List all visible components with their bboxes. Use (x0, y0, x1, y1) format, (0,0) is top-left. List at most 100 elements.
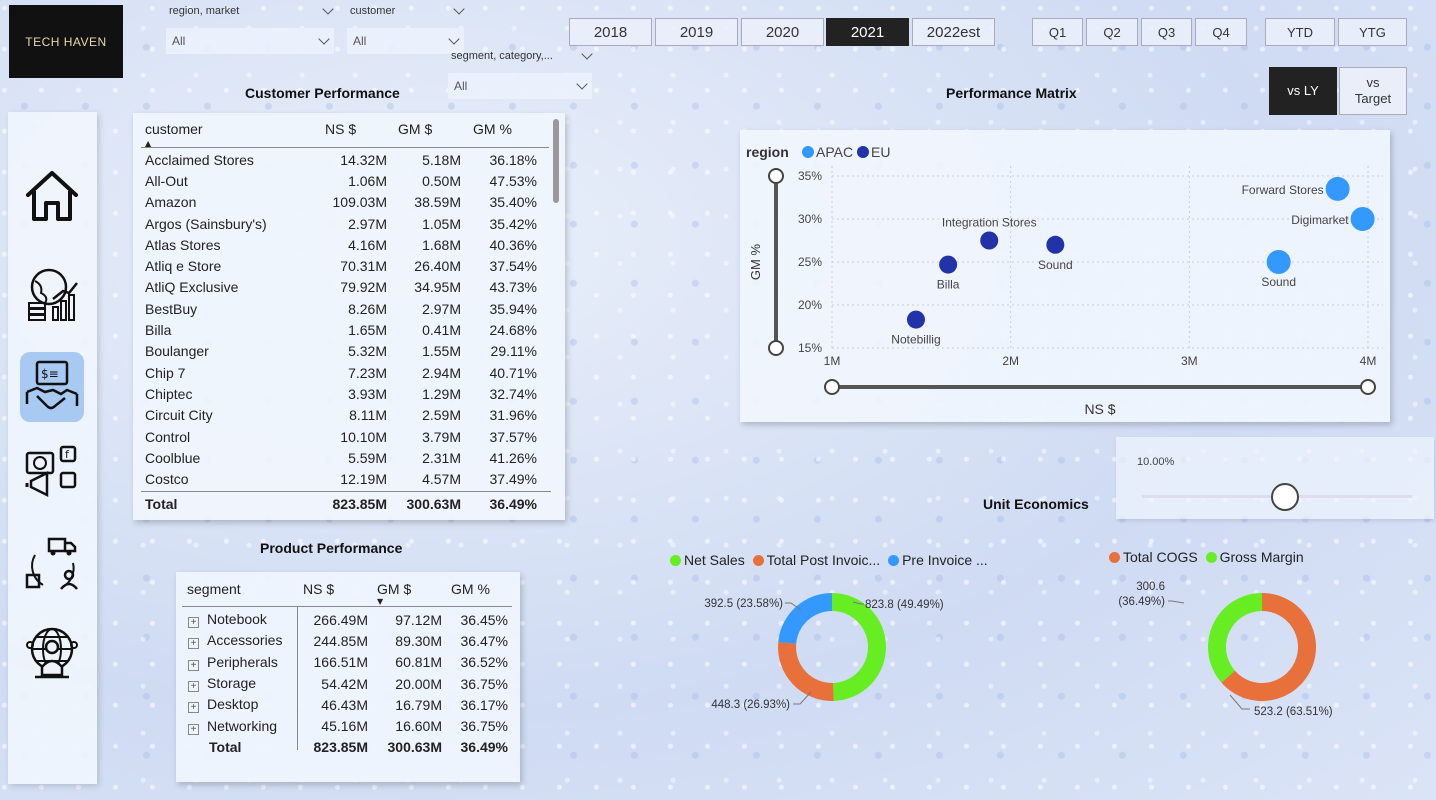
gm-pct-value: 24.68% (489, 322, 537, 339)
customer-handshake-icon[interactable]: $≡ (20, 352, 84, 422)
legend-gross-margin[interactable]: Gross Margin (1219, 549, 1304, 565)
table-row[interactable]: Circuit City 8.11M 2.59M 31.96% (141, 405, 541, 426)
col-header-ns[interactable]: NS $ (325, 121, 357, 137)
legend-total-cogs[interactable]: Total COGS (1123, 549, 1198, 565)
col-header-ns[interactable]: NS $ (303, 581, 335, 597)
table-scrollbar[interactable] (553, 119, 559, 203)
table-row[interactable]: AtliQ Exclusive 79.92M 34.95M 43.73% (141, 277, 541, 298)
region-market-slicer-header[interactable]: region, market (169, 3, 334, 17)
table-row[interactable]: + Networking 45.16M 16.60M 36.75% (182, 715, 512, 736)
donut-slice[interactable] (778, 642, 834, 701)
supply-chain-truck-icon[interactable] (20, 532, 84, 596)
year-2019-button[interactable]: 2019 (655, 18, 738, 46)
expand-icon[interactable]: + (188, 702, 199, 714)
x-range-handle-right[interactable] (1360, 379, 1376, 395)
scatter-point[interactable] (906, 310, 925, 329)
y-range-handle-top[interactable] (768, 168, 784, 184)
scatter-point[interactable] (1350, 207, 1375, 231)
expand-icon[interactable]: + (188, 659, 199, 671)
gm-pct-value: 36.49% (460, 739, 508, 756)
segment-label: Accessories (207, 632, 283, 649)
segment-name: + Storage (182, 673, 298, 694)
quarter-q1-button[interactable]: Q1 (1032, 18, 1083, 46)
year-2022est-button[interactable]: 2022est (912, 18, 995, 46)
table-row[interactable]: Argos (Sainsbury's) 2.97M 1.05M 35.42% (141, 213, 541, 234)
table-row[interactable]: Billa 1.65M 0.41M 24.68% (141, 319, 541, 340)
x-range-handle-left[interactable] (824, 379, 840, 395)
legend-label[interactable]: APAC (816, 144, 853, 160)
vs-target-button[interactable]: vs Target (1339, 67, 1407, 115)
expand-icon[interactable]: + (188, 723, 199, 735)
table-row[interactable]: Control 10.10M 3.79M 37.57% (141, 426, 541, 447)
scatter-point[interactable] (980, 231, 999, 250)
table-row[interactable]: + Peripherals 166.51M 60.81M 36.52% (182, 652, 512, 673)
scatter-point[interactable] (1325, 176, 1350, 201)
donut-slice[interactable] (1208, 593, 1262, 683)
product-total-row[interactable]: Total 823.85M 300.63M 36.49% (182, 737, 512, 758)
legend-net-sales[interactable]: Net Sales (684, 552, 745, 568)
col-header-segment[interactable]: segment (187, 581, 241, 597)
donut-slice[interactable] (1221, 593, 1316, 701)
vs-ly-button[interactable]: vs LY (1269, 67, 1337, 115)
table-row[interactable]: + Notebook 266.49M 97.12M 36.45% (182, 609, 512, 630)
year-2018-button[interactable]: 2018 (569, 18, 652, 46)
year-2021-button[interactable]: 2021 (826, 18, 909, 46)
table-row[interactable]: Acclaimed Stores 14.32M 5.18M 36.18% (141, 149, 541, 170)
slider-handle[interactable] (1271, 483, 1299, 511)
scatter-point[interactable] (939, 255, 958, 274)
table-row[interactable]: + Storage 54.42M 20.00M 36.75% (182, 673, 512, 694)
table-row[interactable]: All-Out 1.06M 0.50M 47.53% (141, 170, 541, 191)
table-row[interactable]: Atliq e Store 70.31M 26.40M 37.54% (141, 255, 541, 276)
executive-globe-icon[interactable] (20, 620, 84, 684)
col-header-gm[interactable]: GM $ (398, 121, 433, 137)
table-row[interactable]: Coolblue 5.59M 2.31M 41.26% (141, 447, 541, 468)
customer-dropdown[interactable]: All (347, 28, 464, 54)
segment-dropdown[interactable]: All (448, 73, 592, 99)
segment-slicer-header[interactable]: segment, category,... (451, 48, 593, 62)
chevron-down-icon[interactable] (581, 48, 593, 60)
chevron-down-icon[interactable] (453, 3, 465, 15)
leader-line (793, 691, 812, 705)
table-row[interactable]: Amazon 109.03M 38.59M 35.40% (141, 192, 541, 213)
region-market-dropdown[interactable]: All (166, 28, 334, 54)
expand-icon[interactable]: + (188, 638, 199, 650)
gm-value: 20.00M (395, 675, 442, 692)
ns-value: 4.16M (348, 236, 387, 253)
table-row[interactable]: + Desktop 46.43M 16.79M 36.17% (182, 694, 512, 715)
year-2020-button[interactable]: 2020 (741, 18, 824, 46)
table-row[interactable]: BestBuy 8.26M 2.97M 35.94% (141, 298, 541, 319)
gm-pct-value: 40.36% (489, 236, 537, 253)
chevron-down-icon[interactable] (322, 3, 334, 15)
col-header-gm-pct[interactable]: GM % (473, 121, 512, 137)
legend-pre-invoice[interactable]: Pre Invoice ... (902, 552, 988, 568)
donut-slice[interactable] (778, 593, 832, 644)
y-range-handle-bottom[interactable] (768, 340, 784, 356)
legend-post-invoice[interactable]: Total Post Invoic... (766, 552, 881, 568)
legend-label[interactable]: EU (871, 144, 890, 160)
table-row[interactable]: Chip 7 7.23M 2.94M 40.71% (141, 362, 541, 383)
ytd-button[interactable]: YTD (1265, 18, 1335, 46)
customer-name: All-Out (145, 172, 188, 189)
customer-slicer-header[interactable]: customer (350, 3, 465, 17)
table-row[interactable]: + Accessories 244.85M 89.30M 36.47% (182, 630, 512, 651)
donut-slice[interactable] (832, 593, 887, 701)
expand-icon[interactable]: + (188, 681, 199, 693)
col-header-gm-pct[interactable]: GM % (451, 581, 490, 597)
scatter-point[interactable] (1266, 250, 1291, 274)
home-icon[interactable] (20, 164, 84, 228)
scatter-point[interactable] (1046, 235, 1065, 254)
finance-globe-icon[interactable] (20, 260, 84, 324)
expand-icon[interactable]: + (188, 617, 199, 629)
table-row[interactable]: Atlas Stores 4.16M 1.68M 40.36% (141, 234, 541, 255)
quarter-q2-button[interactable]: Q2 (1086, 18, 1138, 46)
ytg-button[interactable]: YTG (1338, 18, 1407, 46)
table-row[interactable]: Chiptec 3.93M 1.29M 32.74% (141, 383, 541, 404)
logo: TECH HAVEN (9, 5, 123, 78)
table-row[interactable]: Costco 12.19M 4.57M 37.49% (141, 468, 541, 489)
table-row[interactable]: Boulanger 5.32M 1.55M 29.11% (141, 341, 541, 362)
marketing-megaphone-icon[interactable]: f (20, 440, 84, 504)
quarter-q3-button[interactable]: Q3 (1141, 18, 1192, 46)
col-header-customer[interactable]: customer (145, 121, 203, 137)
quarter-q4-button[interactable]: Q4 (1195, 18, 1247, 46)
col-header-gm[interactable]: GM $ (377, 581, 412, 597)
